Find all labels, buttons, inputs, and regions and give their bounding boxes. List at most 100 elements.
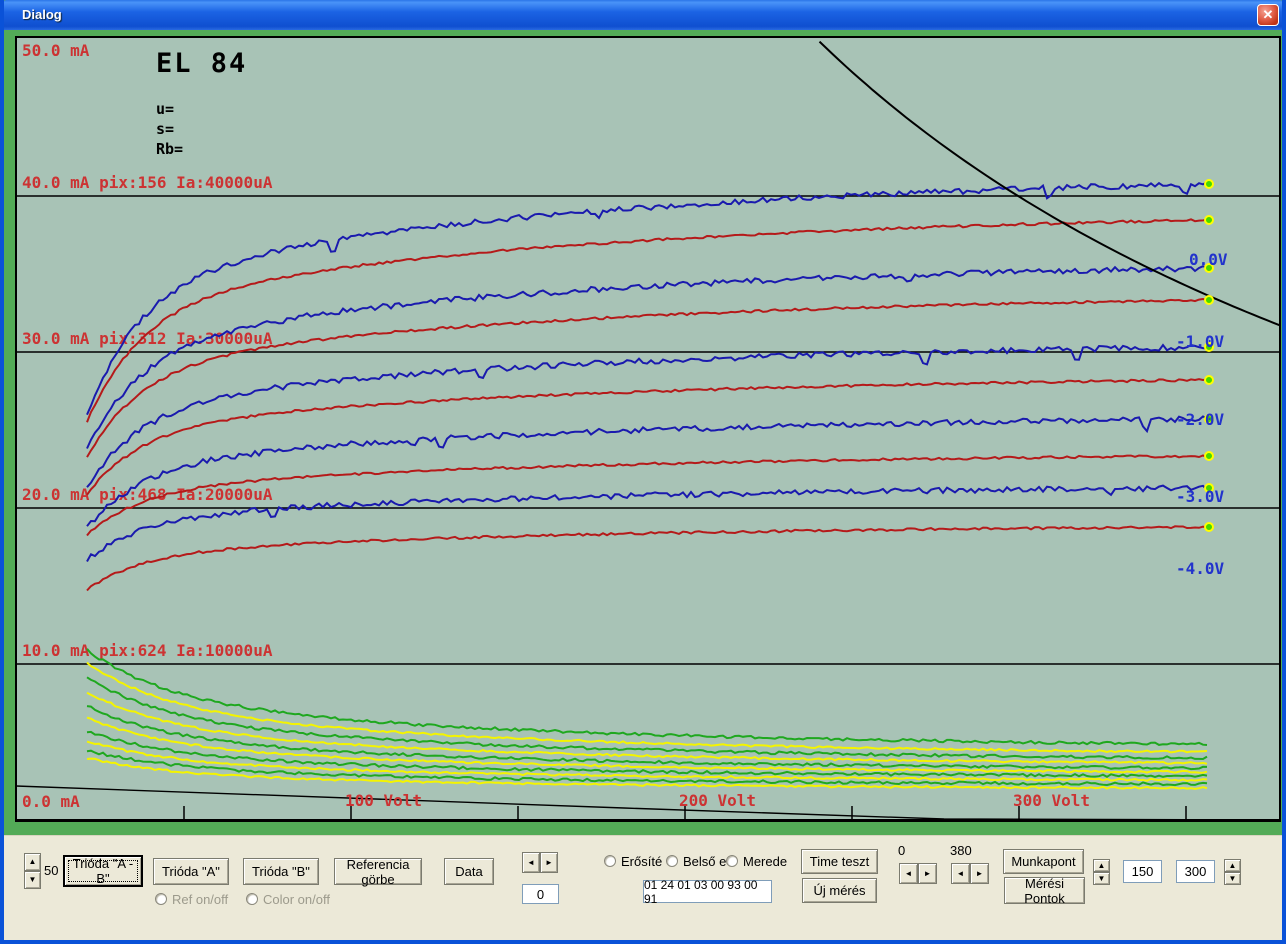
- erosites-radio[interactable]: [604, 855, 616, 867]
- grid-voltage-label: 0.0V: [1189, 250, 1228, 269]
- munkapont-button[interactable]: Munkapont: [1003, 849, 1084, 874]
- green-lower-curve: [86, 676, 1208, 761]
- x-axis-label: 100 Volt: [345, 791, 422, 810]
- belso-radio[interactable]: [666, 855, 678, 867]
- range-a-right-button[interactable]: ►: [918, 863, 937, 884]
- curve-endpoint-dot: [1204, 414, 1214, 424]
- range-a-left-button[interactable]: ◄: [899, 863, 918, 884]
- down-arrow-icon: ▼: [1097, 873, 1106, 883]
- trioda-b-label: Trióda "B": [252, 864, 310, 879]
- anode-curve-ia-tube-b-ug-0.0v: [86, 218, 1208, 423]
- erosites-label: Erősíté: [621, 854, 663, 869]
- data-label: Data: [455, 864, 483, 879]
- param-label: s=: [156, 120, 174, 138]
- trioda-ab-button[interactable]: Trióda "A - B": [64, 856, 142, 886]
- va-value: 150: [1131, 864, 1154, 879]
- curve-endpoint-dot: [1204, 295, 1214, 305]
- munkapont-label: Munkapont: [1011, 854, 1076, 869]
- y-axis-label: 20.0 mA pix:468 Ia:20000uA: [22, 485, 273, 504]
- color-onoff-label: Color on/off: [263, 892, 330, 907]
- anode-curve-ia-tube-b-ug--1.0v: [86, 297, 1208, 458]
- curve-endpoint-dot: [1204, 263, 1214, 273]
- spin50-value-label: 50: [44, 863, 59, 878]
- bottom-toolbar: ▲ ▼ 50 Trióda "A - B" Trióda "A" Trióda …: [4, 835, 1282, 940]
- y-axis-label: 10.0 mA pix:624 Ia:10000uA: [22, 641, 273, 660]
- anode-curve-ia-tube-a-ug-0.0v: [86, 181, 1208, 416]
- left-spinner-down-button[interactable]: ▼: [24, 871, 41, 889]
- trioda-b-button[interactable]: Trióda "B": [243, 858, 319, 885]
- y-axis-label: 40.0 mA pix:156 Ia:40000uA: [22, 173, 273, 192]
- yellow-lower-curve: [86, 740, 1208, 782]
- close-button[interactable]: ✕: [1257, 4, 1279, 26]
- param-label: u=: [156, 100, 174, 118]
- vb-field[interactable]: 300: [1176, 860, 1215, 883]
- meresi-pontok-button[interactable]: Mérési Pontok: [1004, 875, 1085, 906]
- max-dissipation-curve: [818, 40, 1281, 327]
- title-bar[interactable]: Dialog ✕: [4, 0, 1282, 30]
- anode-curve-ia-tube-a-ug--1.0v: [86, 265, 1208, 449]
- range-b-left-button[interactable]: ◄: [951, 863, 970, 884]
- green-lower-curve: [86, 749, 1208, 787]
- curve-chart: 50.0 mA 40.0 mA pix:156 Ia:40000uA 30.0 mA…: [15, 36, 1281, 822]
- green-lower-curve: [86, 705, 1208, 771]
- yellow-lower-curve: [86, 757, 1208, 790]
- curve-endpoint-dot: [1204, 179, 1214, 189]
- right-arrow-icon: ►: [923, 868, 932, 878]
- vb-spinner-up-button[interactable]: ▲: [1224, 859, 1241, 872]
- meresi-pontok-label: Mérési Pontok: [1024, 875, 1065, 906]
- index-left-button[interactable]: ◄: [522, 852, 540, 873]
- left-arrow-icon: ◄: [904, 868, 913, 878]
- vb-spinner-down-button[interactable]: ▼: [1224, 872, 1241, 885]
- time-teszt-button[interactable]: Time teszt: [801, 849, 878, 874]
- range-max-label: 380: [950, 843, 972, 858]
- param-label: Rb=: [156, 140, 183, 158]
- curve-endpoint-dot: [1204, 375, 1214, 385]
- va-field[interactable]: 150: [1123, 860, 1162, 883]
- y-axis-label: 50.0 mA: [22, 41, 90, 60]
- referencia-gorbe-button[interactable]: Referencia görbe: [334, 856, 422, 887]
- va-spinner-down-button[interactable]: ▼: [1093, 872, 1110, 885]
- up-arrow-icon: ▲: [1097, 860, 1106, 870]
- curve-endpoint-dot: [1204, 342, 1214, 352]
- trioda-a-button[interactable]: Trióda "A": [153, 858, 229, 885]
- color-onoff-radio[interactable]: [246, 893, 258, 905]
- anode-curve-ia-tube-b-ug--4.0v: [86, 525, 1208, 592]
- anode-curve-ia-tube-a-ug--3.0v: [86, 415, 1208, 527]
- tube-title: EL 84: [156, 48, 247, 79]
- referencia-gorbe-label: Referencia görbe: [346, 856, 410, 887]
- up-arrow-icon: ▲: [28, 857, 37, 866]
- y-axis-label: 30.0 mA pix:312 Ia:30000uA: [22, 329, 273, 348]
- index-right-button[interactable]: ►: [540, 852, 558, 873]
- index-field[interactable]: 0: [522, 884, 559, 904]
- grid-voltage-label: -2.0V: [1176, 410, 1225, 429]
- right-arrow-icon: ►: [975, 868, 984, 878]
- grid-voltage-label: -4.0V: [1176, 559, 1225, 578]
- left-spinner-up-button[interactable]: ▲: [24, 853, 41, 871]
- belso-label: Belső e: [683, 854, 727, 869]
- chart-border: [15, 36, 1281, 822]
- bytes-field[interactable]: 01 24 01 03 00 93 00 91: [643, 877, 772, 906]
- green-lower-curve: [86, 648, 1208, 746]
- meredekseg-radio[interactable]: [726, 855, 738, 867]
- down-arrow-icon: ▼: [1228, 873, 1237, 883]
- yellow-lower-curve: [86, 691, 1208, 765]
- ref-onoff-label: Ref on/off: [172, 892, 229, 907]
- trioda-ab-label: Trióda "A - B": [72, 856, 134, 886]
- window-title: Dialog: [22, 7, 62, 22]
- data-button[interactable]: Data: [444, 858, 494, 885]
- curve-endpoint-dot: [1204, 522, 1214, 532]
- grid-voltage-label: -1.0V: [1176, 332, 1225, 351]
- yellow-lower-curve: [86, 716, 1208, 774]
- ref-onoff-radio[interactable]: [155, 893, 167, 905]
- time-teszt-label: Time teszt: [809, 854, 870, 869]
- y-axis-label: 0.0 mA: [22, 792, 80, 811]
- anode-curve-ia-tube-b-ug--2.0v: [86, 378, 1208, 496]
- range-b-right-button[interactable]: ►: [970, 863, 989, 884]
- va-spinner-up-button[interactable]: ▲: [1093, 859, 1110, 872]
- up-arrow-icon: ▲: [1228, 860, 1237, 870]
- uj-meres-button[interactable]: Új mérés: [802, 878, 877, 903]
- range-min-label: 0: [898, 843, 906, 858]
- trioda-a-label: Trióda "A": [162, 864, 220, 879]
- meredekseg-label: Merede: [743, 854, 788, 869]
- bytes-value: 01 24 01 03 00 93 00 91: [644, 877, 758, 906]
